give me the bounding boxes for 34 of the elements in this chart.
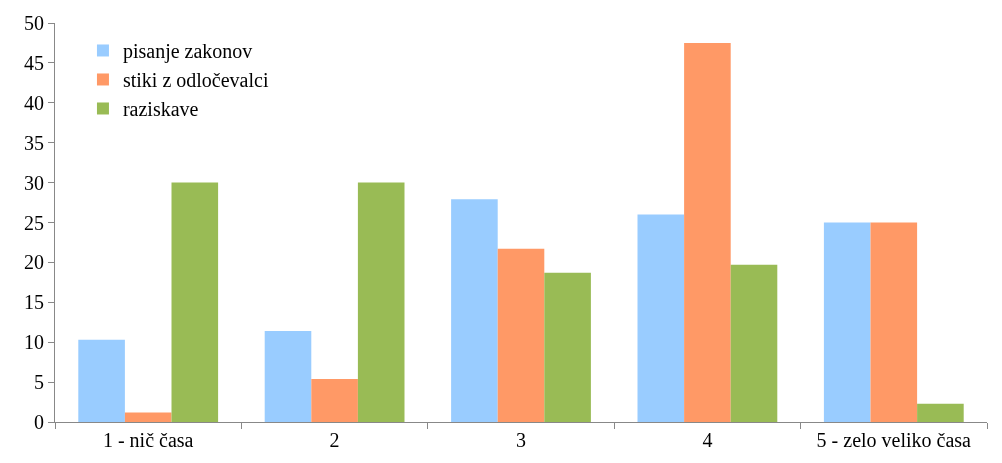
bar [823, 222, 871, 422]
y-tick-label: 10 [24, 331, 44, 354]
x-tick-label: 1 - nič časa [102, 429, 194, 451]
y-tick-label: 15 [24, 291, 44, 314]
legend-label: stiki z odločevalci [122, 69, 269, 92]
bar [497, 248, 545, 422]
y-tick-label: 45 [24, 51, 44, 74]
y-tick-label: 0 [34, 411, 44, 433]
y-tick-label: 50 [24, 12, 44, 34]
bar [124, 412, 172, 422]
bar [870, 222, 918, 422]
bar [684, 42, 731, 422]
bar [264, 331, 312, 422]
bar [357, 182, 405, 422]
bar [730, 264, 778, 422]
x-tick-label: 4 [702, 429, 713, 451]
bar [311, 378, 358, 422]
bar [544, 272, 591, 422]
y-tick-label: 25 [24, 211, 44, 234]
legend-label: pisanje zakonov [122, 40, 253, 64]
x-tick-label: 5 - zelo veliko časa [816, 429, 972, 451]
x-tick-label: 3 [516, 429, 526, 451]
bar [451, 199, 498, 422]
y-tick-label: 5 [34, 371, 44, 394]
bar [171, 182, 219, 422]
y-tick-label: 35 [24, 131, 44, 154]
legend-label: raziskave [122, 98, 199, 121]
y-tick-label: 20 [24, 251, 44, 274]
bar [637, 214, 685, 422]
bar [78, 339, 125, 422]
bar [917, 403, 964, 422]
y-tick-label: 40 [24, 91, 44, 114]
x-tick-label: 2 [329, 429, 340, 451]
y-tick-label: 30 [24, 171, 44, 194]
